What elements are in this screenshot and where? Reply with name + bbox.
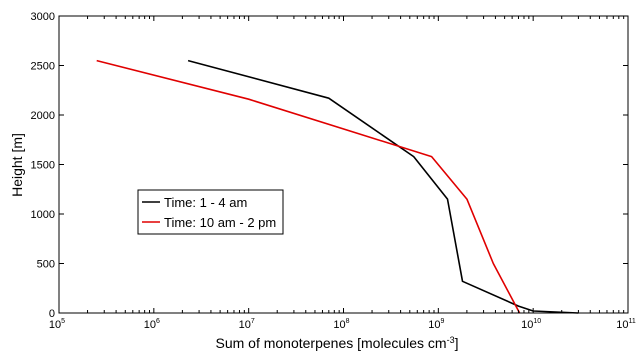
x-tick-base: 10 [333, 319, 345, 331]
x-tick-base: 10 [239, 319, 251, 331]
legend: Time: 1 - 4 am Time: 10 am - 2 pm [137, 189, 284, 235]
y-tick-label: 0 [49, 308, 55, 320]
x-tick-exponent: 9 [441, 318, 445, 325]
y-tick-label: 500 [37, 259, 55, 271]
plot-area [96, 59, 579, 314]
x-tick-base: 10 [144, 319, 156, 331]
x-tick-exponent: 6 [156, 318, 160, 325]
x-tick-label: 108 [333, 318, 349, 331]
x-tick-exponent: 8 [346, 318, 350, 325]
x-tick-base: 10 [428, 319, 440, 331]
x-tick-exponent: 7 [251, 318, 255, 325]
x-tick-base: 10 [616, 319, 628, 331]
x-tick-label: 1010 [521, 318, 541, 331]
y-axis-label: Height [m] [9, 133, 25, 197]
legend-box [137, 189, 284, 235]
x-tick-exponent: 10 [533, 318, 541, 325]
y-tick-label: 1000 [31, 209, 55, 221]
x-axis-label: Sum of monoterpenes [molecules cm-3] [215, 335, 458, 351]
x-axis-label-suffix: ] [455, 335, 459, 351]
legend-label-1: Time: 1 - 4 am [164, 195, 247, 210]
x-tick-base: 10 [521, 319, 533, 331]
x-axis-label-exponent: -3 [447, 335, 455, 345]
x-tick-label: 107 [239, 318, 255, 331]
x-tick-exponent: 5 [61, 318, 65, 325]
y-tick-label: 3000 [31, 11, 55, 23]
x-tick-label: 106 [144, 318, 160, 331]
x-tick-base: 10 [49, 319, 61, 331]
x-tick-label: 105 [49, 318, 65, 331]
legend-label-2: Time: 10 am - 2 pm [164, 215, 276, 230]
x-tick-label: 109 [428, 318, 444, 331]
y-tick-label: 1500 [31, 160, 55, 172]
series-line-2 [96, 59, 521, 314]
x-tick-exponent: 11 [628, 318, 635, 325]
series-line-1 [187, 59, 579, 314]
y-tick-label: 2500 [31, 61, 55, 73]
plot-frame [58, 15, 629, 314]
x-axis-label-main: Sum of monoterpenes [molecules cm [215, 335, 446, 351]
y-tick-label: 2000 [31, 110, 55, 122]
x-tick-label: 1011 [616, 318, 636, 331]
